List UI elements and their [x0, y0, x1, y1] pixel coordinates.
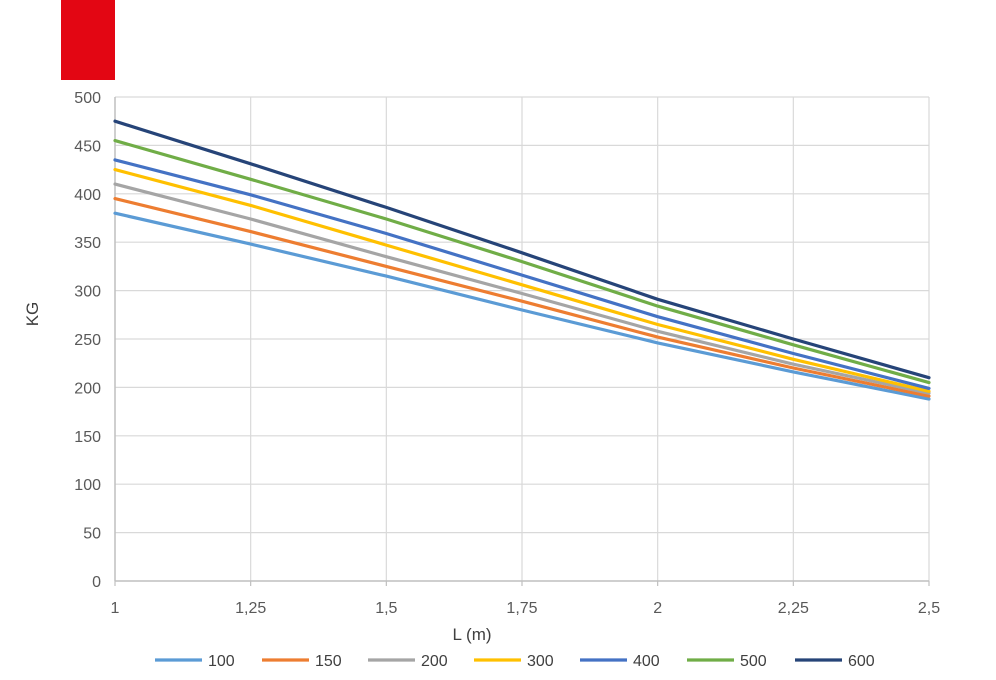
series-line-400	[113, 158, 931, 390]
brand-red-block	[61, 0, 115, 80]
y-tick-label: 50	[83, 526, 101, 543]
legend-label-150: 150	[315, 653, 342, 670]
grid	[115, 96, 930, 581]
legend-label-300: 300	[527, 653, 554, 670]
series-line-500	[113, 139, 931, 385]
y-tick-label: 450	[74, 138, 101, 155]
series-line-300	[113, 168, 931, 393]
x-axis-title: L (m)	[452, 625, 491, 644]
series-line-200	[113, 182, 931, 395]
y-tick-label: 350	[74, 235, 101, 252]
x-tick-label: 1,25	[235, 600, 266, 617]
x-tick-label: 1,75	[506, 600, 537, 617]
legend-label-400: 400	[633, 653, 660, 670]
y-tick-label: 250	[74, 332, 101, 349]
y-tick-label: 300	[74, 284, 101, 301]
legend-label-200: 200	[421, 653, 448, 670]
series-line-600	[113, 119, 931, 380]
y-tick-label: 200	[74, 380, 101, 397]
series-line-100	[113, 211, 931, 401]
legend-label-100: 100	[208, 653, 235, 670]
y-tick-label: 150	[74, 429, 101, 446]
y-axis-title: KG	[23, 302, 42, 327]
y-tick-label: 500	[74, 90, 101, 107]
legend: 100 150 200 300 400 500 600	[155, 653, 875, 670]
y-tick-label: 400	[74, 187, 101, 204]
y-tick-label: 0	[92, 574, 101, 591]
series-line-150	[113, 197, 931, 398]
y-tick-label: 100	[74, 477, 101, 494]
x-tick-label: 2,5	[918, 600, 940, 617]
legend-label-600: 600	[848, 653, 875, 670]
series-lines	[113, 119, 931, 401]
x-tick-label: 2	[653, 600, 662, 617]
legend-label-500: 500	[740, 653, 767, 670]
axes	[114, 97, 930, 586]
x-tick-label: 1,5	[375, 600, 397, 617]
tick-labels: 0 50 100 150 200 250 300 350 400 450 500 1 1,25 1,5 1,…	[74, 90, 940, 617]
x-tick-label: 1	[111, 600, 120, 617]
x-tick-label: 2,25	[778, 600, 809, 617]
